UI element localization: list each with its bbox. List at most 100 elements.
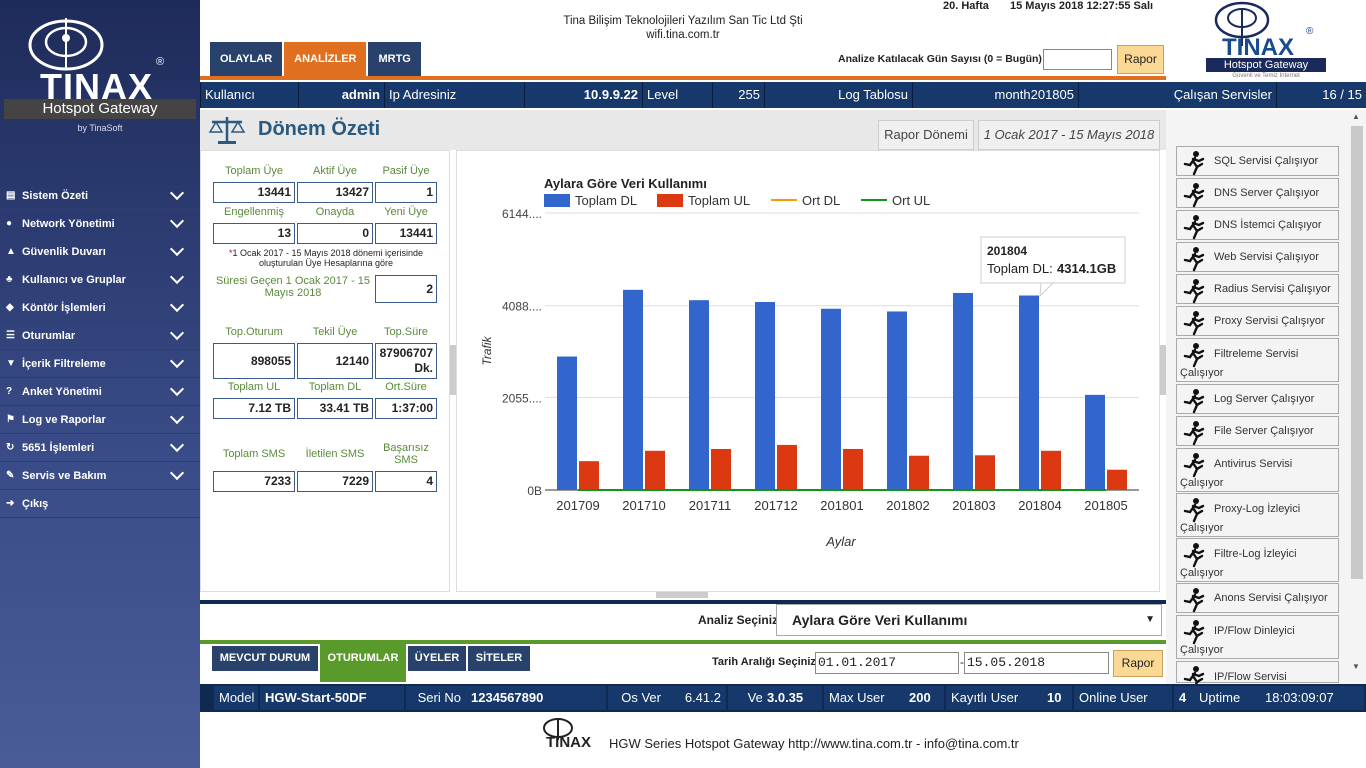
tab-siteler[interactable]: SİTELER (468, 646, 530, 671)
service-item[interactable]: IP/Flow Servisi Çalışıyor (1176, 661, 1339, 702)
service-label: Filtreleme Servisi Çalışıyor (1180, 348, 1299, 379)
sidebar-item-2[interactable]: ▲ Güvenlik Duvarı (0, 238, 200, 266)
user-value: admin (298, 82, 384, 108)
analize-days-input[interactable] (1043, 49, 1112, 70)
level-label: Level (642, 82, 712, 108)
date-from-input[interactable]: 01.01.2017 (815, 652, 959, 674)
scroll-down-icon[interactable]: ▼ (1352, 662, 1360, 671)
sidebar-item-0[interactable]: ▤ Sistem Özeti (0, 182, 200, 210)
date-rapor-button[interactable]: Rapor (1113, 650, 1163, 677)
stat-total-dl: 33.41 TB (297, 398, 373, 419)
service-item[interactable]: IP/Flow Dinleyici Çalışıyor (1176, 615, 1339, 659)
date-to-input[interactable]: 15.05.2018 (964, 652, 1109, 674)
sidebar-item-8[interactable]: ⚑ Log ve Raporlar (0, 406, 200, 434)
legend-label: Toplam DL (575, 193, 637, 208)
sidebar-item-11[interactable]: ➜ Çıkış (0, 490, 200, 518)
services-scrollbar[interactable] (1351, 126, 1363, 579)
tab-olaylar[interactable]: OLAYLAR (210, 42, 283, 76)
legend-swatch (544, 194, 570, 207)
service-item[interactable]: Filtre-Log İzleyici Çalışıyor (1176, 538, 1339, 582)
stat-sms-failed-label: Başarısız SMS (383, 442, 429, 466)
service-item[interactable]: Proxy Servisi Çalışıyor (1176, 306, 1339, 336)
date-separator: - (960, 655, 964, 669)
bar-ul (579, 461, 599, 490)
service-item[interactable]: DNS İstemci Çalışıyor (1176, 210, 1339, 240)
x-axis-title: Aylar (825, 534, 856, 549)
stats-panel: Toplam Üye Aktif Üye Pasif Üye 13441 134… (200, 150, 450, 592)
x-tick-label: 201802 (886, 498, 929, 513)
running-man-icon (1183, 279, 1205, 304)
running-man-icon (1183, 183, 1205, 208)
service-label: DNS Server Çalışıyor (1214, 187, 1320, 199)
running-man-icon (1183, 215, 1205, 240)
services-label: Çalışan Servisler (1078, 82, 1276, 108)
service-item[interactable]: File Server Çalışıyor (1176, 416, 1339, 446)
globe-icon: ● (6, 218, 13, 229)
log-table-value: month201805 (912, 82, 1078, 108)
bottom-splitter[interactable] (656, 592, 708, 598)
stat-blocked: 13 (213, 223, 295, 244)
history-icon: ↻ (6, 442, 15, 453)
chevron-down-icon (169, 213, 185, 229)
logo-by: by TinaSoft (77, 123, 123, 133)
chart-panel: 0B 2055.... 4088.... 6144.... 201709 201710 20… (456, 150, 1160, 592)
service-item[interactable]: Web Servisi Çalışıyor (1176, 242, 1339, 272)
service-item[interactable]: Antivirus Servisi Çalışıyor (1176, 448, 1339, 492)
analize-rapor-button[interactable]: Rapor (1117, 45, 1164, 74)
service-label: Proxy Servisi Çalışıyor (1214, 315, 1325, 327)
running-man-icon (1183, 543, 1205, 568)
service-item[interactable]: Anons Servisi Çalışıyor (1176, 583, 1339, 613)
analysis-select[interactable]: Aylara Göre Veri Kullanımı ▼ (776, 604, 1162, 636)
stat-active-members: 13427 (297, 182, 373, 203)
serial-label: Seri No (406, 686, 466, 710)
bar-dl (557, 356, 577, 490)
panel-splitter[interactable] (450, 345, 456, 395)
service-label: File Server Çalışıyor (1214, 425, 1314, 437)
right-logo-registered: ® (1306, 26, 1314, 37)
tab-analizler[interactable]: ANALİZLER (284, 42, 367, 76)
os-label: Os Ver (608, 686, 666, 710)
sidebar-item-label: Köntör İşlemleri (22, 301, 106, 314)
sidebar-item-9[interactable]: ↻ 5651 İşlemleri (0, 434, 200, 462)
service-item[interactable]: DNS Server Çalışıyor (1176, 178, 1339, 208)
x-tick-label: 201805 (1084, 498, 1127, 513)
ip-value: 10.9.9.22 (524, 82, 642, 108)
orange-divider (200, 76, 1166, 80)
sidebar-item-7[interactable]: ? Anket Yönetimi (0, 378, 200, 406)
tab-uyeler[interactable]: ÜYELER (408, 646, 466, 671)
stat-unique-label: Tekil Üye (312, 326, 358, 338)
sidebar-item-1[interactable]: ● Network Yönetimi (0, 210, 200, 238)
x-tick-label: 201804 (1018, 498, 1061, 513)
chart-splitter[interactable] (1160, 345, 1166, 395)
filter-icon: ▼ (6, 358, 16, 369)
sidebar-item-10[interactable]: ✎ Servis ve Bakım (0, 462, 200, 490)
dropdown-arrow-icon: ▼ (1145, 614, 1155, 625)
tooltip-value: 4314.1GB (1057, 261, 1116, 276)
company-site: wifi.tina.com.tr (646, 29, 720, 41)
service-item[interactable]: Log Server Çalışıyor (1176, 384, 1339, 414)
stat-note: *1 Ocak 2017 - 15 Mayıs 2018 dönemi içer… (215, 248, 437, 268)
footer-brand: TINAX (546, 734, 591, 751)
tab-mrtg[interactable]: MRTG (368, 42, 421, 76)
chevron-down-icon (169, 325, 185, 341)
info-bar: Kullanıcı admin Ip Adresiniz 10.9.9.22 L… (200, 82, 1366, 108)
sidebar-item-4[interactable]: ◆ Köntör İşlemleri (0, 294, 200, 322)
service-item[interactable]: Radius Servisi Çalışıyor (1176, 274, 1339, 304)
tab-mevcut-durum[interactable]: MEVCUT DURUM (212, 646, 318, 671)
x-tick-label: 201803 (952, 498, 995, 513)
tab-oturumlar[interactable]: OTURUMLAR (320, 644, 406, 682)
bar-ul (975, 455, 995, 490)
stat-blocked-label: Engellenmiş (224, 206, 284, 218)
running-man-icon (1183, 343, 1205, 368)
sidebar-item-3[interactable]: ♣ Kullanıcı ve Gruplar (0, 266, 200, 294)
sidebar-item-6[interactable]: ▼ İçerik Filtreleme (0, 350, 200, 378)
ip-label: Ip Adresiniz (384, 82, 524, 108)
service-item[interactable]: Filtreleme Servisi Çalışıyor (1176, 338, 1339, 382)
analize-days-label: Analize Katılacak Gün Sayısı (0 = Bugün) (838, 53, 1042, 65)
scroll-up-icon[interactable]: ▲ (1352, 112, 1360, 121)
sidebar-item-label: Güvenlik Duvarı (22, 245, 106, 258)
sidebar-item-5[interactable]: ☰ Oturumlar (0, 322, 200, 350)
service-item[interactable]: Proxy-Log İzleyici Çalışıyor (1176, 493, 1339, 537)
running-man-icon (1183, 247, 1205, 272)
service-item[interactable]: SQL Servisi Çalışıyor (1176, 146, 1339, 176)
